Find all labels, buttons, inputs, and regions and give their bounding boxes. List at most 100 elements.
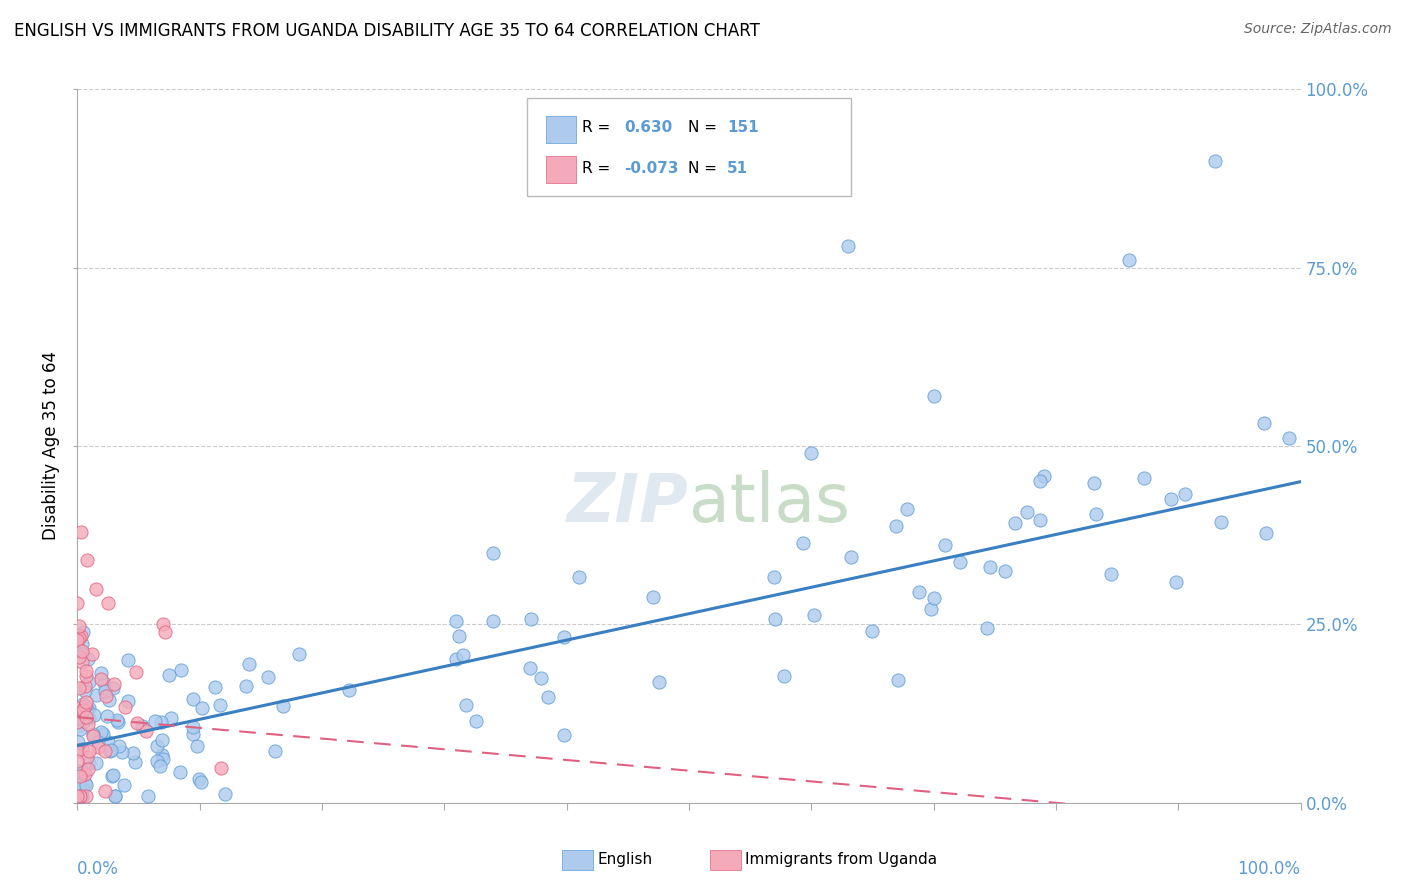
Point — [76, 701, 98, 715]
Point — [1085, 507, 1108, 521]
Point — [66, 714, 89, 729]
Text: R =: R = — [582, 120, 616, 135]
Point — [127, 715, 149, 730]
Point — [87, 739, 110, 754]
Point — [124, 756, 146, 770]
Point — [66, 764, 89, 779]
Point — [72, 764, 94, 779]
Point — [72, 711, 94, 725]
Point — [80, 647, 103, 661]
Point — [87, 735, 110, 749]
Point — [447, 628, 470, 642]
Point — [100, 743, 122, 757]
Point — [70, 712, 93, 726]
Point — [101, 769, 124, 783]
Point — [73, 714, 96, 728]
Point — [464, 714, 486, 729]
Point — [66, 742, 89, 756]
Point — [97, 596, 120, 610]
Point — [70, 789, 93, 803]
Point — [70, 647, 93, 661]
Text: 0.0%: 0.0% — [77, 860, 120, 878]
Point — [69, 629, 91, 643]
Point — [191, 701, 214, 715]
Point — [67, 681, 90, 695]
Point — [837, 239, 859, 253]
Point — [69, 789, 91, 803]
Point — [949, 555, 972, 569]
Point — [72, 697, 94, 711]
Point — [920, 602, 942, 616]
Point — [530, 671, 553, 685]
Point — [131, 719, 153, 733]
Point — [643, 590, 665, 604]
Point — [77, 744, 100, 758]
Point — [146, 739, 169, 753]
Point — [1028, 513, 1050, 527]
Point — [75, 684, 97, 698]
Point — [150, 747, 173, 762]
Point — [73, 701, 96, 715]
Point — [70, 781, 93, 796]
Point — [70, 742, 93, 756]
Point — [1101, 567, 1123, 582]
Point — [107, 715, 129, 730]
Point — [66, 789, 89, 803]
Point — [66, 754, 89, 768]
Point — [773, 669, 796, 683]
Point — [1133, 471, 1156, 485]
Point — [82, 729, 104, 743]
Point — [94, 783, 117, 797]
Point — [73, 699, 96, 714]
Point — [83, 708, 105, 723]
Point — [444, 614, 467, 628]
Point — [149, 759, 172, 773]
Point — [1254, 526, 1277, 541]
Point — [67, 650, 90, 665]
Point — [66, 735, 89, 749]
Point — [90, 725, 112, 739]
Point — [451, 648, 474, 663]
Point — [77, 675, 100, 690]
Point — [186, 739, 208, 753]
Point — [77, 762, 100, 776]
Point — [922, 591, 945, 605]
Point — [1174, 487, 1197, 501]
Point — [886, 673, 908, 687]
Text: English: English — [598, 853, 652, 867]
Point — [896, 502, 918, 516]
Point — [763, 611, 786, 625]
Point — [169, 765, 191, 780]
Point — [104, 789, 127, 803]
Point — [67, 630, 90, 644]
Point — [1253, 416, 1275, 430]
Point — [136, 789, 159, 803]
Text: Immigrants from Uganda: Immigrants from Uganda — [745, 853, 938, 867]
Point — [763, 570, 786, 584]
Point — [75, 776, 97, 790]
Point — [96, 709, 118, 723]
Point — [84, 756, 107, 770]
Point — [84, 582, 107, 596]
Point — [101, 681, 124, 695]
Point — [934, 538, 956, 552]
Point — [69, 722, 91, 736]
Point — [75, 710, 97, 724]
Point — [181, 726, 204, 740]
Point — [150, 733, 173, 747]
Point — [1204, 153, 1226, 168]
Point — [1017, 505, 1039, 519]
Text: 0.630: 0.630 — [624, 120, 672, 135]
Point — [1028, 475, 1050, 489]
Point — [553, 728, 575, 742]
Point — [135, 724, 157, 739]
Point — [181, 692, 204, 706]
Point — [1083, 475, 1105, 490]
Point — [994, 564, 1017, 578]
Text: N =: N = — [688, 161, 721, 176]
Point — [90, 672, 112, 686]
Text: N =: N = — [688, 120, 721, 135]
Text: atlas: atlas — [689, 470, 849, 536]
Point — [117, 653, 139, 667]
Point — [235, 679, 257, 693]
